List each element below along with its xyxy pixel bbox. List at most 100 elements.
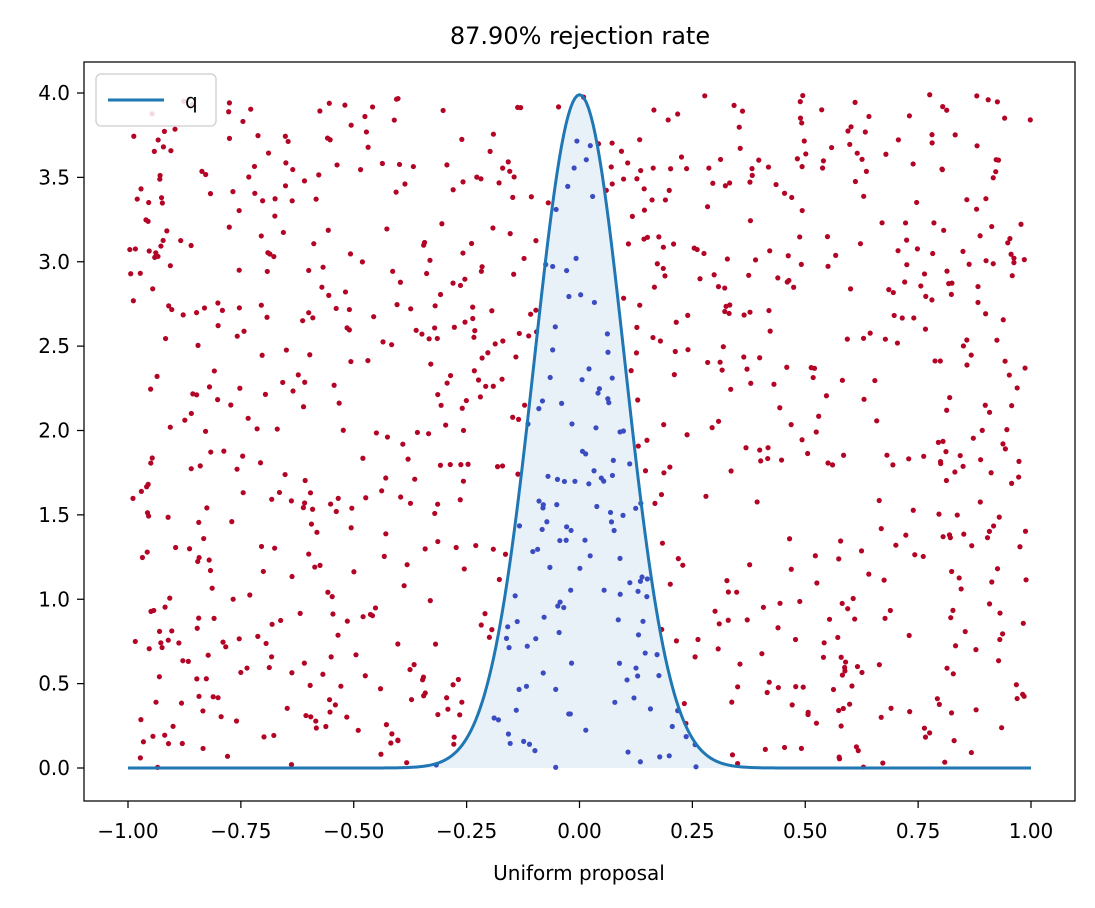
rejected-point [625,241,632,247]
rejected-point [290,166,296,173]
x-tick-label: 0.00 [557,819,602,843]
rejected-point [697,276,703,282]
rejected-point [788,566,794,572]
rejected-point [383,531,389,537]
accepted-point [533,636,539,642]
rejected-point [989,223,995,230]
rejected-point [233,718,240,724]
accepted-point [617,429,623,435]
rejected-point [1009,480,1015,486]
rejected-point [999,725,1005,731]
rejected-point [178,237,184,244]
rejected-point [200,708,206,714]
rejected-point [262,391,269,397]
rejected-point [378,751,384,757]
rejected-point [210,694,216,700]
rejected-point [792,636,799,643]
rejected-point [724,256,730,262]
rejected-point [472,328,478,334]
rejected-point [944,268,950,274]
rejected-point [490,383,496,389]
rejected-point [528,194,534,200]
rejected-point [260,198,266,204]
rejected-point [199,168,205,174]
rejected-point [463,397,469,404]
rejected-point [264,314,270,320]
accepted-point [553,764,559,770]
rejected-point [739,108,746,114]
rejected-point [435,501,441,507]
rejected-point [984,535,991,541]
rejected-point [891,312,897,319]
accepted-point [596,386,603,392]
rejected-point [838,538,844,544]
rejected-point [347,251,354,257]
rejected-point [866,571,872,577]
rejected-point [728,468,734,474]
accepted-point [583,727,589,733]
rejected-point [196,615,202,621]
rejected-point [986,601,993,607]
rejected-point [857,241,864,247]
rejected-point [173,544,179,551]
rejected-point [893,542,899,548]
rejected-point [749,172,755,178]
rejected-point [319,284,325,290]
accepted-point [683,734,689,740]
accepted-point [568,660,575,666]
rejected-point [798,745,805,751]
rejected-point [313,718,319,724]
rejected-point [747,309,753,315]
rejected-point [799,437,805,443]
rejected-point [373,430,379,436]
accepted-point [516,686,522,693]
rejected-point [150,733,156,739]
rejected-point [675,111,681,117]
rejected-point [705,359,711,366]
rejected-point [325,227,331,233]
rejected-point [960,343,967,349]
rejected-point [651,107,657,113]
rejected-point [405,456,411,462]
rejected-point [510,194,516,200]
rejected-point [302,477,308,484]
rejected-point [457,282,464,289]
rejected-point [522,402,528,408]
rejected-point [1005,240,1011,246]
y-tick-label: 3.0 [38,250,70,274]
rejected-point [801,138,807,144]
rejected-point [635,443,641,449]
rejected-point [949,280,955,286]
rejected-point [734,589,740,595]
x-tick-label: 0.25 [670,819,715,843]
y-axis: 0.0 0.5 1.0 1.5 2.0 2.5 3.0 3.5 4.0 [38,81,84,780]
rejected-point [265,250,271,256]
rejected-point [929,132,935,138]
rejected-point [308,714,314,720]
rejected-point [138,488,144,495]
rejected-point [246,174,252,180]
rejected-point [685,347,691,353]
accepted-point [604,331,611,337]
rejected-point [313,725,319,731]
rejected-point [715,284,722,290]
rejected-point [785,253,791,259]
rejected-point [137,270,143,276]
rejected-point [149,455,155,461]
rejected-point [922,734,929,740]
rejected-point [887,607,893,614]
rejected-point [295,372,301,378]
rejected-point [264,268,270,275]
rejected-point [445,706,451,712]
rejected-point [656,234,662,240]
rejected-point [914,199,920,206]
rejected-point [477,394,483,400]
rejected-point [146,646,152,652]
rejected-point [684,432,690,438]
rejected-point [151,607,157,614]
rejected-point [1002,115,1008,121]
rejected-point [230,596,236,602]
rejected-point [528,311,534,317]
accepted-point [505,731,512,737]
